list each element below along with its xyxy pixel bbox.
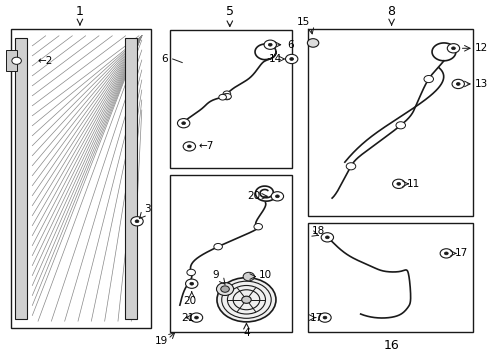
Circle shape xyxy=(307,39,319,47)
Circle shape xyxy=(227,285,266,314)
Circle shape xyxy=(217,278,276,322)
Circle shape xyxy=(187,269,196,276)
Circle shape xyxy=(221,281,271,318)
Text: 10: 10 xyxy=(259,270,272,280)
Text: 20: 20 xyxy=(247,191,261,201)
Circle shape xyxy=(12,57,22,64)
Text: 6: 6 xyxy=(161,54,168,64)
Text: 17: 17 xyxy=(309,312,322,323)
Circle shape xyxy=(188,145,191,148)
Text: 3: 3 xyxy=(144,204,151,214)
Circle shape xyxy=(217,283,234,296)
Circle shape xyxy=(221,286,229,292)
Circle shape xyxy=(264,40,276,49)
Circle shape xyxy=(447,44,460,53)
Circle shape xyxy=(286,54,298,64)
Bar xyxy=(32,36,142,321)
Circle shape xyxy=(224,94,231,99)
Text: ←2: ←2 xyxy=(37,56,52,66)
Circle shape xyxy=(275,195,279,198)
Text: 18: 18 xyxy=(312,226,325,235)
Text: 17: 17 xyxy=(455,248,468,258)
Circle shape xyxy=(290,58,294,60)
Circle shape xyxy=(214,243,222,250)
Bar xyxy=(125,37,137,319)
Circle shape xyxy=(223,94,231,100)
Text: 9: 9 xyxy=(212,270,219,280)
Circle shape xyxy=(346,163,356,170)
Circle shape xyxy=(135,220,139,223)
Circle shape xyxy=(243,272,254,281)
Circle shape xyxy=(177,118,190,128)
Circle shape xyxy=(396,122,406,129)
Circle shape xyxy=(271,192,284,201)
Text: 19: 19 xyxy=(155,336,168,346)
Text: 16: 16 xyxy=(384,339,399,352)
Circle shape xyxy=(456,82,460,85)
Circle shape xyxy=(444,252,448,255)
Circle shape xyxy=(221,94,229,100)
Text: 4: 4 xyxy=(243,328,250,338)
Circle shape xyxy=(190,282,194,285)
Text: 13: 13 xyxy=(475,79,488,89)
Circle shape xyxy=(190,313,203,322)
Circle shape xyxy=(319,313,331,322)
Circle shape xyxy=(182,122,186,125)
Bar xyxy=(6,50,17,72)
Text: 21: 21 xyxy=(181,312,194,323)
Bar xyxy=(171,175,292,332)
Bar xyxy=(308,223,472,332)
Bar xyxy=(15,37,26,319)
Circle shape xyxy=(452,47,455,50)
Circle shape xyxy=(269,43,272,46)
Circle shape xyxy=(223,91,231,97)
Text: 11: 11 xyxy=(407,179,420,189)
Circle shape xyxy=(321,233,334,242)
Text: 14: 14 xyxy=(269,54,282,64)
Text: 20: 20 xyxy=(183,296,196,306)
Text: 8: 8 xyxy=(388,5,395,18)
Text: 12: 12 xyxy=(475,43,488,53)
Bar xyxy=(171,31,292,168)
Circle shape xyxy=(323,316,327,319)
Circle shape xyxy=(242,296,251,303)
Text: ←7: ←7 xyxy=(199,141,214,151)
Circle shape xyxy=(131,217,143,226)
Text: 15: 15 xyxy=(297,17,310,27)
Circle shape xyxy=(186,279,198,288)
Bar xyxy=(11,29,151,328)
Circle shape xyxy=(183,142,196,151)
Text: 5: 5 xyxy=(226,5,234,18)
Circle shape xyxy=(233,290,260,310)
Text: 1: 1 xyxy=(76,5,84,18)
Circle shape xyxy=(219,94,226,100)
Circle shape xyxy=(325,236,329,239)
Circle shape xyxy=(452,79,465,89)
Bar xyxy=(308,29,472,216)
Circle shape xyxy=(254,224,263,230)
Circle shape xyxy=(195,316,198,319)
Circle shape xyxy=(424,76,434,82)
Circle shape xyxy=(397,183,401,185)
Circle shape xyxy=(440,249,452,258)
Circle shape xyxy=(392,179,405,189)
Text: 6: 6 xyxy=(287,40,294,50)
